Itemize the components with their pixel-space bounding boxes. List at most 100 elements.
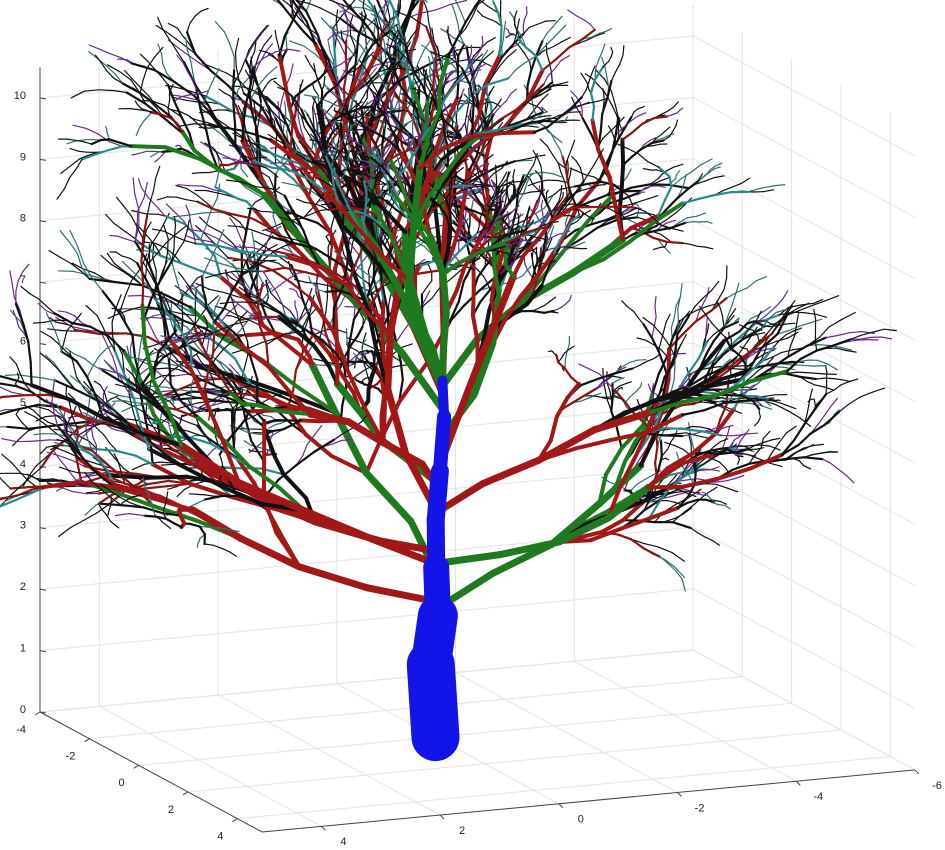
branch (166, 204, 173, 211)
branch (405, 0, 415, 27)
branch (84, 90, 99, 91)
branch (725, 505, 731, 509)
branch (56, 322, 63, 324)
branch (59, 370, 67, 380)
branch (631, 539, 644, 549)
branch (45, 416, 52, 417)
branch (667, 115, 673, 117)
branch (340, 43, 343, 50)
branch (229, 552, 236, 556)
branch (276, 423, 282, 425)
branch (148, 481, 169, 484)
branch (84, 142, 92, 144)
branch (73, 364, 76, 377)
branch (137, 515, 145, 516)
branch (151, 113, 161, 115)
branch (132, 153, 139, 155)
branch (219, 89, 224, 93)
branch (140, 121, 144, 127)
branch (317, 365, 324, 366)
branch (238, 199, 247, 202)
branch (279, 36, 285, 56)
branch (110, 236, 118, 237)
branch (399, 88, 401, 98)
branch (711, 467, 719, 470)
branch (659, 456, 662, 470)
branch (34, 434, 44, 435)
branch (275, 174, 276, 192)
branch (205, 544, 214, 545)
branch (724, 187, 733, 191)
branch (333, 308, 334, 331)
branch (612, 52, 613, 56)
branch (680, 108, 683, 110)
branch (18, 375, 31, 377)
branch (265, 83, 268, 88)
branch (248, 343, 262, 349)
branch (64, 410, 65, 417)
branch (188, 422, 197, 425)
branch (100, 49, 111, 54)
branch (665, 248, 670, 254)
branch (682, 243, 689, 244)
branch (97, 505, 109, 513)
branch (707, 222, 712, 224)
branch (230, 44, 234, 57)
branch (57, 189, 65, 200)
branch (73, 492, 86, 494)
branch (262, 414, 264, 415)
branch (366, 441, 380, 473)
branch (702, 470, 711, 471)
branch (372, 368, 375, 375)
branch (396, 331, 404, 342)
branch (366, 473, 411, 522)
branch (20, 431, 28, 438)
branch (234, 105, 236, 125)
branch (111, 522, 119, 528)
branch (236, 38, 239, 52)
branch (101, 509, 106, 515)
branch (148, 113, 151, 117)
branch (637, 480, 645, 485)
branch (161, 464, 174, 465)
branch (601, 114, 603, 132)
branch (40, 407, 49, 410)
branch (195, 11, 201, 16)
branch (228, 279, 229, 284)
branch (582, 228, 598, 239)
branch (166, 519, 174, 524)
branch (665, 167, 674, 172)
branch (630, 485, 636, 491)
branch (21, 476, 31, 485)
branch (257, 255, 259, 257)
chart: 012345678910-4-2024420-2-4-6 (0, 0, 945, 850)
branch (615, 64, 620, 73)
branch (169, 95, 178, 96)
branch (645, 475, 653, 479)
branch (130, 109, 141, 110)
branch (264, 36, 272, 45)
branch (364, 333, 367, 341)
branch (163, 63, 167, 74)
branch (197, 494, 205, 495)
branch (384, 14, 385, 24)
branch (593, 106, 595, 120)
branch (128, 296, 141, 297)
branch (273, 271, 291, 283)
branch (232, 429, 234, 449)
branch (121, 58, 131, 63)
branch (776, 299, 783, 307)
branch (350, 25, 351, 36)
branch (355, 378, 356, 379)
branch (176, 186, 187, 189)
branch (676, 189, 687, 199)
branch (378, 28, 379, 40)
branch (552, 264, 553, 266)
branch (86, 128, 98, 134)
branch (96, 55, 102, 63)
branch (596, 60, 599, 69)
branch (565, 217, 567, 224)
branch (186, 100, 198, 102)
branch (622, 165, 624, 191)
branch (672, 553, 684, 562)
